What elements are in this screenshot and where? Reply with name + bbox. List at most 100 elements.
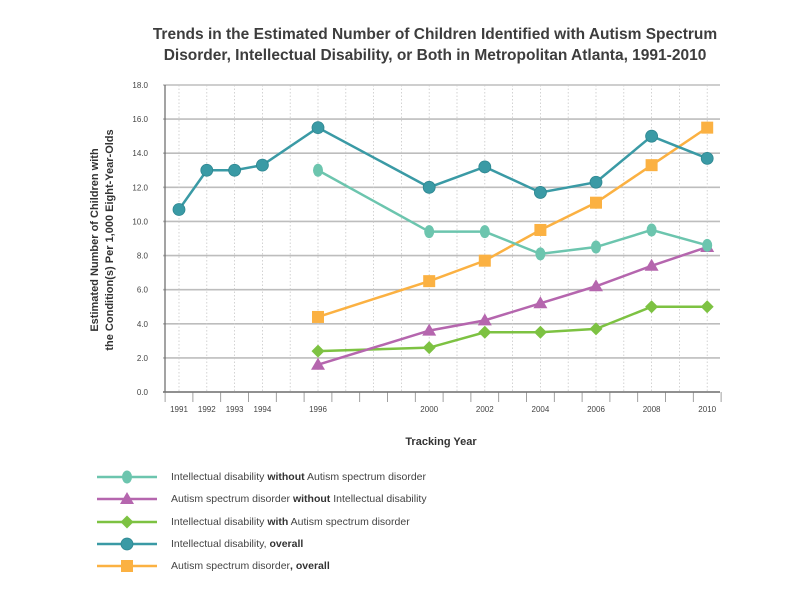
x-tick-label: 1996 (309, 405, 327, 414)
series-4 (312, 121, 714, 323)
legend-label: Intellectual disability without Autism s… (171, 471, 426, 483)
legend-label-part: Autism spectrum disorder (171, 493, 293, 506)
legend-label-part: Autism spectrum disorder (288, 515, 410, 528)
y-axis-label-line: the Condition(s) Per 1,000 Eight-Year-Ol… (104, 129, 116, 350)
legend-label-part: without (292, 493, 331, 506)
circle-marker (645, 129, 658, 143)
ellipse-marker (122, 470, 132, 484)
square-marker (312, 310, 324, 323)
legend-item: Intellectual disability without Autism s… (96, 466, 427, 488)
square-marker (534, 223, 547, 236)
legend-swatch (97, 470, 157, 484)
square-marker (701, 121, 714, 134)
series-2 (311, 300, 714, 358)
triangle-marker (589, 279, 603, 292)
x-tick-label: 2008 (643, 405, 661, 414)
circle-marker (700, 151, 714, 165)
diamond-marker (533, 325, 547, 339)
y-tick-label: 2.0 (137, 354, 149, 363)
diamond-marker (700, 300, 714, 314)
ellipse-marker (535, 247, 546, 261)
legend-swatch (97, 515, 157, 529)
legend-label-part: with (267, 515, 289, 528)
circle-marker (172, 203, 186, 216)
legend-label-part: overall (269, 538, 304, 551)
y-axis-label: Estimated Number of Children with the Con… (89, 129, 116, 350)
chart-title: Trends in the Estimated Number of Childr… (150, 24, 720, 66)
legend: Intellectual disability without Autism s… (96, 466, 427, 577)
y-tick-label: 10.0 (132, 217, 148, 226)
legend-label: Intellectual disability with Autism spec… (171, 516, 410, 528)
x-axis-label: Tracking Year (405, 436, 477, 448)
legend-label-part: Intellectual disability (330, 493, 427, 506)
triangle-marker (644, 258, 659, 271)
x-tick-label: 2002 (476, 405, 494, 414)
circle-marker (200, 163, 214, 177)
square-marker (423, 275, 436, 288)
diamond-marker (422, 341, 436, 355)
circle-marker (589, 175, 603, 189)
x-tick-label: 1991 (170, 405, 188, 414)
legend-item: Intellectual disability with Autism spec… (96, 511, 427, 533)
y-tick-label: 8.0 (137, 252, 149, 261)
y-tick-label: 16.0 (132, 115, 148, 124)
square-marker (645, 159, 658, 172)
legend-label-part: Autism spectrum disorder (304, 471, 427, 484)
triangle-marker (477, 313, 492, 326)
x-tick-label: 2006 (587, 405, 605, 414)
diamond-marker (120, 515, 134, 529)
ellipse-marker (591, 240, 601, 254)
legend-label-part: Intellectual disability (171, 515, 268, 528)
x-tick-label: 1994 (254, 405, 272, 414)
y-tick-label: 0.0 (137, 388, 149, 397)
legend-label-part: Intellectual disability, (171, 538, 270, 551)
circle-marker (422, 180, 436, 194)
legend-label-part: Autism spectrum disorder (171, 560, 291, 573)
ellipse-marker (702, 238, 713, 252)
diamond-marker (478, 325, 492, 339)
legend-label-part: , overall (290, 560, 330, 573)
square-marker (121, 560, 133, 573)
circle-marker (120, 537, 134, 551)
y-axis-label-line: Estimated Number of Children with (89, 148, 101, 332)
ellipse-marker (424, 225, 435, 239)
series-0 (313, 163, 713, 261)
triangle-marker (120, 492, 134, 505)
y-tick-label: 14.0 (132, 149, 148, 158)
y-tick-label: 6.0 (137, 286, 149, 295)
circle-marker (534, 186, 547, 199)
ellipse-marker (479, 225, 490, 239)
diamond-marker (645, 300, 659, 314)
legend-label-part: without (267, 471, 305, 484)
legend-label: Autism spectrum disorder, overall (171, 560, 330, 572)
diamond-marker (311, 344, 325, 358)
triangle-marker (311, 357, 325, 370)
series-3 (172, 121, 714, 216)
x-tick-label: 2000 (420, 405, 438, 414)
x-tick-label: 2004 (532, 405, 550, 414)
chart-title-line: Disorder, Intellectual Disability, or Bo… (163, 47, 707, 64)
y-tick-label: 12.0 (132, 183, 148, 192)
legend-item: Autism spectrum disorder, overall (96, 555, 427, 577)
legend-label-part: Intellectual disability (171, 471, 268, 484)
ellipse-marker (313, 163, 323, 177)
circle-marker (478, 160, 492, 174)
ellipse-marker (646, 223, 657, 237)
circle-marker (228, 163, 242, 177)
triangle-marker (422, 323, 437, 336)
diamond-marker (589, 322, 603, 336)
legend-item: Autism spectrum disorder without Intelle… (96, 488, 427, 510)
legend-swatch (97, 560, 157, 573)
legend-label: Autism spectrum disorder without Intelle… (171, 493, 427, 505)
x-tick-label: 2010 (698, 405, 716, 414)
triangle-marker (533, 296, 548, 309)
chart-title-line: Trends in the Estimated Number of Childr… (152, 26, 718, 43)
circle-marker (255, 158, 269, 172)
square-marker (478, 254, 491, 267)
legend-swatch (97, 492, 157, 505)
y-tick-label: 18.0 (132, 81, 148, 90)
square-marker (590, 196, 602, 209)
circle-marker (311, 121, 325, 135)
x-tick-label: 1993 (226, 405, 244, 414)
y-tick-label: 4.0 (137, 320, 149, 329)
